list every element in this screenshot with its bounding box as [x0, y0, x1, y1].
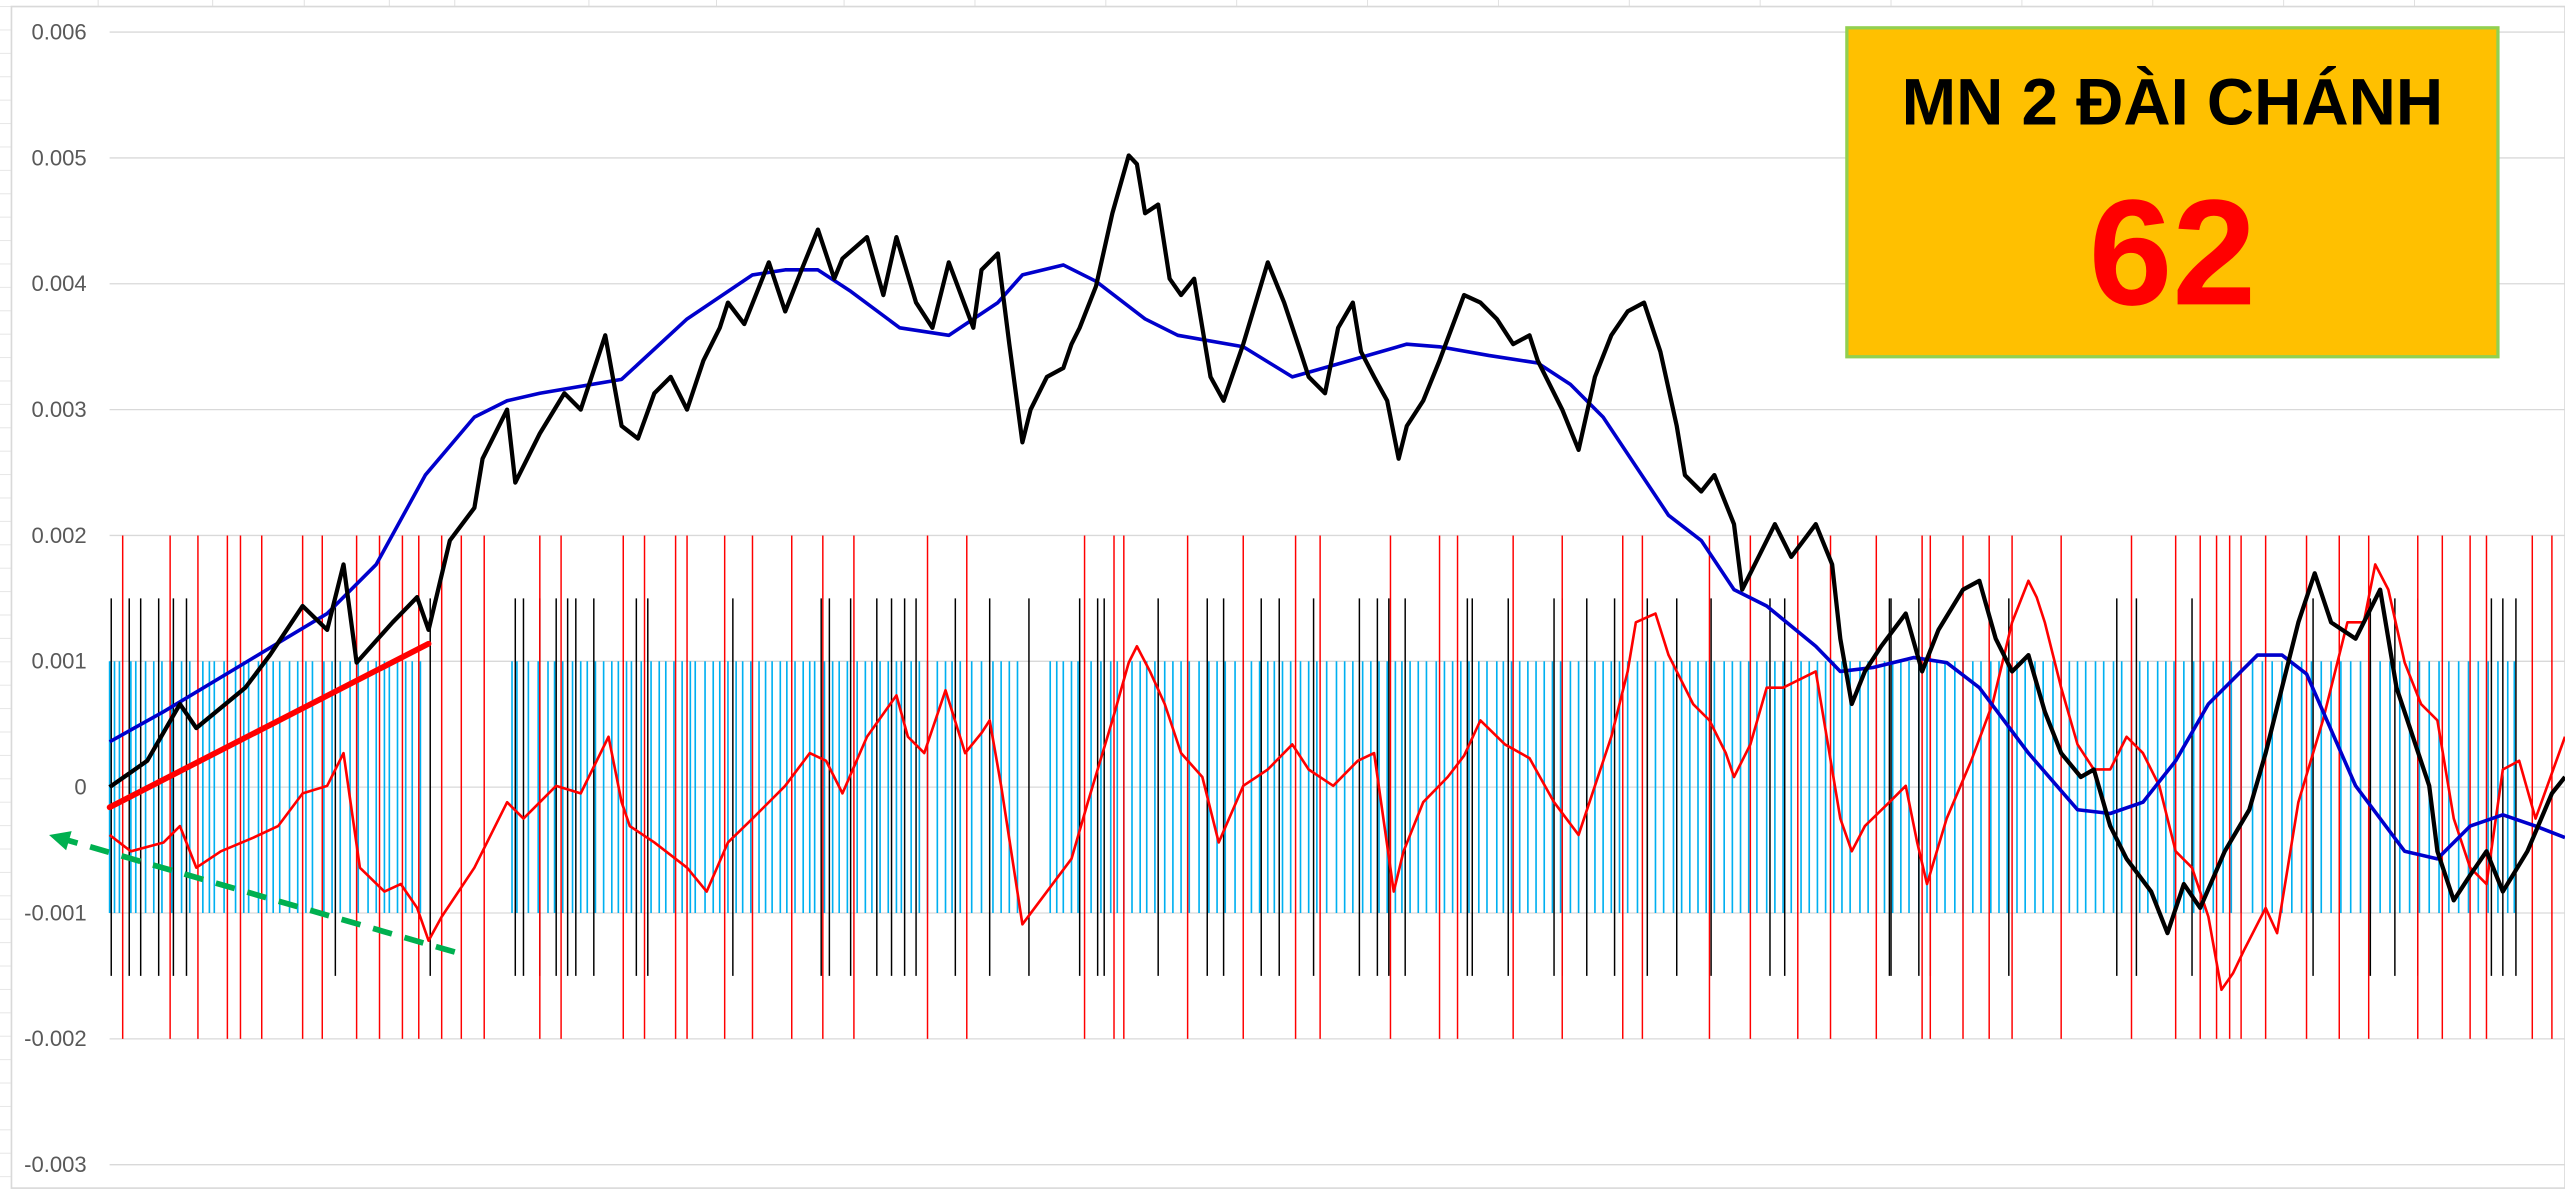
y-tick-label: 0.006 — [31, 19, 86, 44]
dashed-arrow-line — [65, 837, 456, 955]
series-lines — [108, 153, 2565, 992]
y-tick-label: -0.002 — [24, 1026, 87, 1051]
red-series-line — [108, 563, 2565, 992]
black-series-line — [108, 153, 2565, 936]
y-axis-ticks: 0.006 0.005 0.004 0.003 0.002 0.001 0 -0.001 -0.… — [24, 19, 87, 1177]
y-tick-label: 0.002 — [31, 523, 86, 548]
y-tick-label: 0.005 — [31, 145, 86, 170]
y-tick-label: -0.003 — [24, 1152, 87, 1177]
red-markers — [121, 535, 2553, 1039]
info-box-title: MN 2 ĐÀI CHÁNH — [1902, 65, 2444, 138]
info-box: MN 2 ĐÀI CHÁNH 62 — [1845, 26, 2500, 359]
trend-line — [106, 640, 432, 811]
info-box-background — [1845, 26, 2500, 359]
spreadsheet-grid — [0, 0, 2415, 1178]
y-tick-label: 0.003 — [31, 397, 86, 422]
info-box-number: 62 — [2089, 168, 2256, 336]
y-tick-label: 0 — [74, 775, 86, 800]
arrow-head-icon — [49, 831, 72, 851]
y-tick-label: -0.001 — [24, 900, 87, 925]
y-tick-label: 0.001 — [31, 649, 86, 674]
annotations — [49, 640, 456, 955]
chart-border — [10, 5, 2565, 1189]
y-tick-label: 0.004 — [31, 271, 86, 296]
